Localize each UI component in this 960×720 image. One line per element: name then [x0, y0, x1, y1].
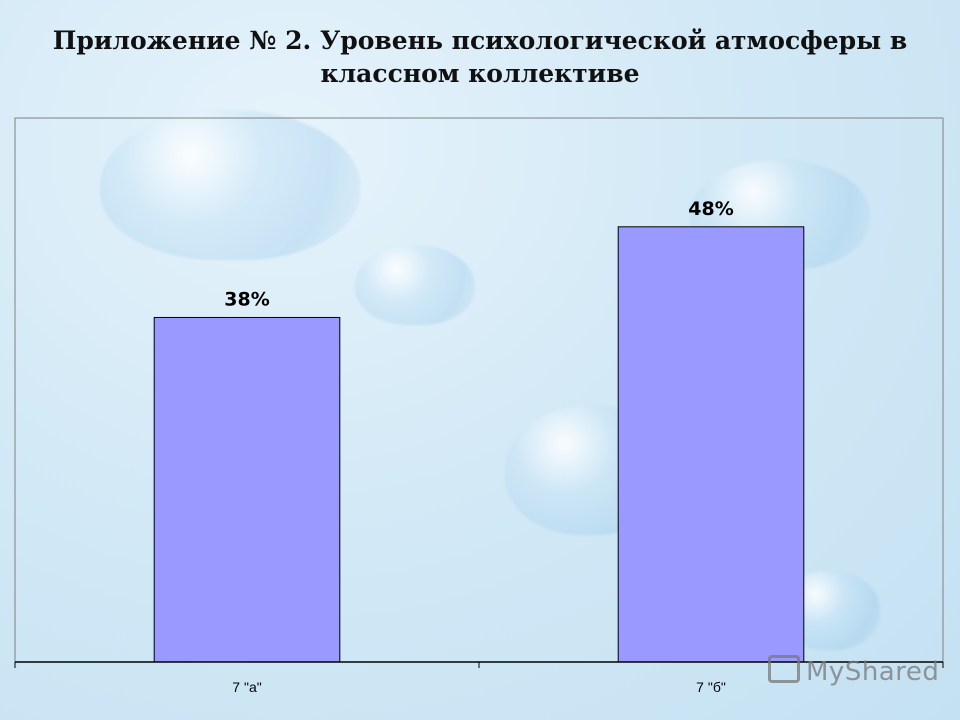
chart-title-line-2: классном коллективе: [320, 59, 640, 88]
x-tick-label: 7 "б": [696, 679, 726, 695]
data-label: 48%: [688, 198, 733, 220]
bar: [617, 226, 805, 663]
data-label: 38%: [224, 288, 269, 310]
watermark-logo: MyShared: [768, 655, 939, 687]
bar-group: 38% 48%: [153, 198, 805, 663]
background-heart-decoration: [100, 110, 360, 260]
x-axis-ticks: 7 "а" 7 "б": [14, 662, 944, 695]
watermark-text: MyShared: [806, 657, 940, 687]
x-tick-label: 7 "а": [232, 679, 261, 695]
chart-title-line-1: Приложение № 2. Уровень психологической …: [52, 26, 908, 55]
watermark-icon: [768, 655, 800, 683]
background-heart-decoration: [355, 245, 475, 325]
bar: [153, 316, 341, 663]
chart-title: Приложение № 2. Уровень психологической …: [0, 24, 960, 90]
